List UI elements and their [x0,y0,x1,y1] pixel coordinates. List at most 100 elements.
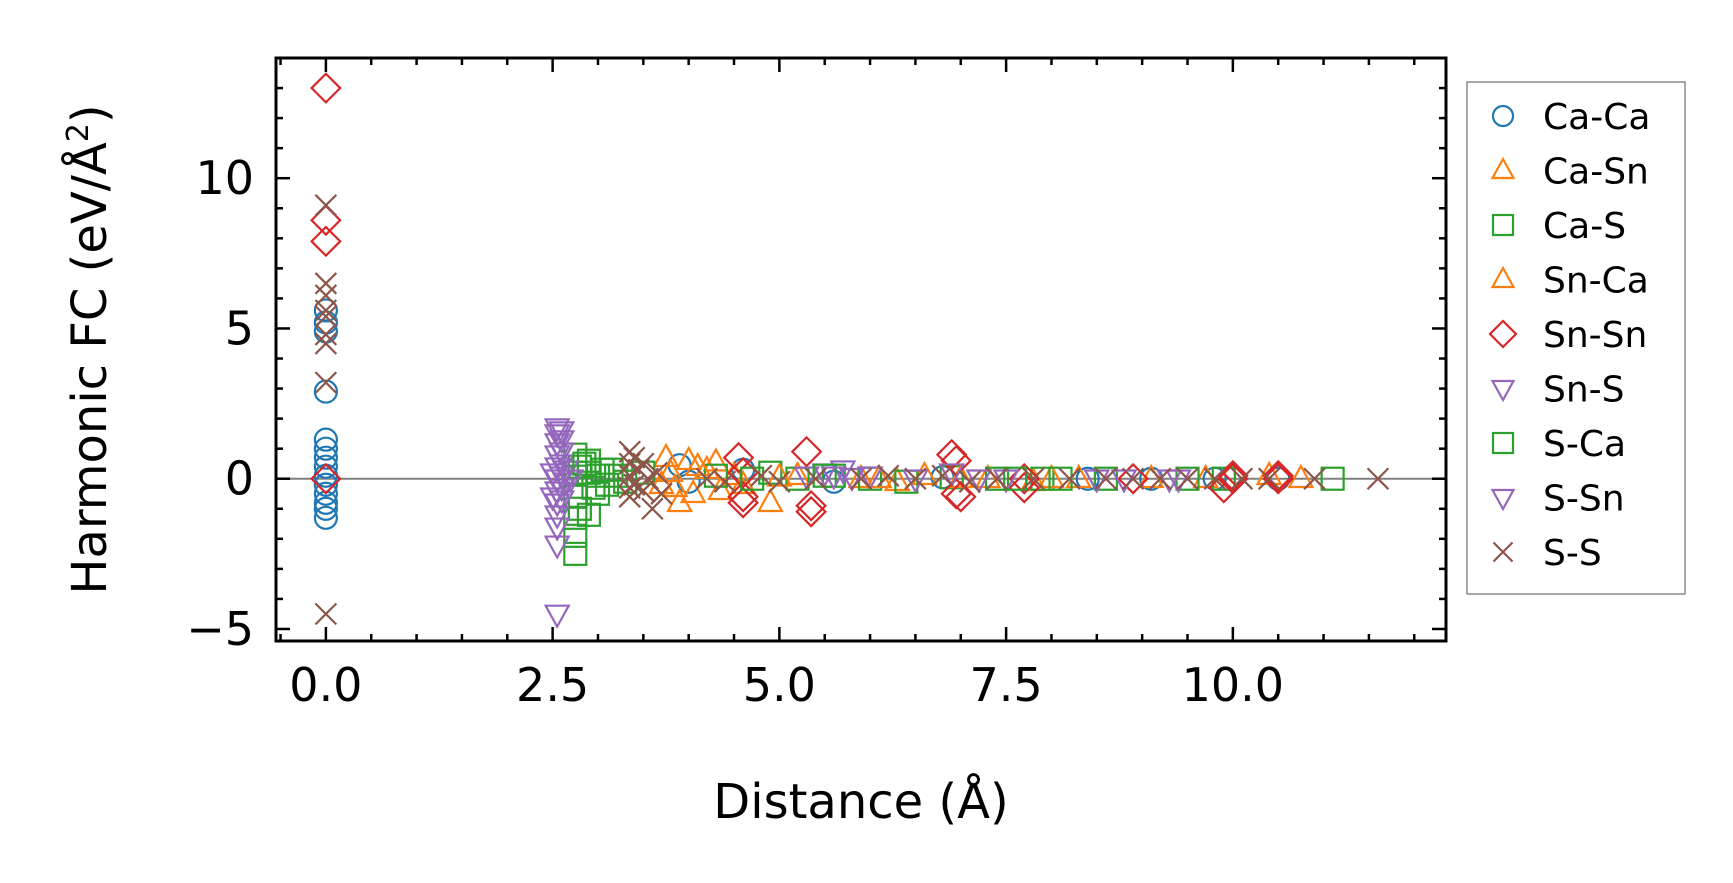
data-point [876,464,900,487]
series-sn-sn [310,72,1295,528]
data-point [713,470,737,493]
data-point [1257,467,1281,490]
legend-entry: S-Sn [1490,479,1625,520]
data-point [790,435,823,468]
data-point [1094,467,1118,490]
data-point [1262,462,1295,495]
data-point [314,602,338,626]
y-tick-labels: −5 0 5 10 [186,151,254,656]
y-axis-label-superscript: 2 [61,123,96,142]
data-point [804,467,827,490]
data-point [727,480,759,513]
legend-entry: Sn-S [1490,370,1625,411]
x-axis-label: Distance (Å) [713,773,1008,830]
legend-marker [1491,213,1515,237]
data-point [1121,467,1145,490]
data-point [314,299,338,322]
data-point [904,467,927,490]
data-point [539,487,567,512]
data-point [632,479,655,502]
data-point [1207,471,1240,504]
data-point [548,421,576,446]
legend-label: Ca-S [1543,206,1626,247]
data-point [1038,463,1065,489]
data-point [1211,466,1236,491]
data-point [750,464,773,487]
data-point [548,442,576,467]
data-point [944,480,977,513]
legend-entry: Sn-Sn [1488,315,1647,356]
data-point [314,371,338,394]
data-point [856,466,884,491]
legend-marker [1488,319,1518,349]
data-point [947,463,975,489]
legend-label: Sn-S [1543,370,1625,411]
data-point [552,472,580,497]
legend-marker [1490,265,1516,289]
data-point [539,463,567,488]
data-point [632,452,655,475]
data-point [313,379,338,404]
data-point [645,461,669,484]
data-point [618,485,641,508]
data-point [1058,467,1081,490]
data-point [911,460,938,486]
y-axis-label-main: Harmonic FC (eV/Å [61,142,118,595]
legend-entry: Ca-Sn [1490,152,1649,193]
data-point [314,272,338,295]
data-point [1203,467,1226,490]
legend-label: Ca-Ca [1543,97,1650,138]
data-point [543,418,571,443]
data-point [313,454,338,479]
data-point [543,517,571,542]
data-point [652,442,680,468]
data-point [543,535,571,560]
data-point [313,472,338,497]
legend-label: S-Sn [1543,479,1625,520]
data-point [985,467,1009,490]
data-point [938,463,966,488]
data-point [314,332,338,355]
data-point [1262,459,1295,492]
data-point [314,323,338,346]
legend-marker [1491,431,1515,455]
legend-label: S-Ca [1543,424,1626,465]
data-point [1230,467,1254,490]
data-point [707,475,734,501]
x-tick-label: 10.0 [1182,658,1284,712]
data-point [849,467,873,490]
y-tick-label: 10 [195,151,254,205]
legend-marker [1490,379,1516,403]
data-point [722,441,755,474]
data-point [784,460,811,486]
data-point [829,460,857,485]
data-points-layer [310,72,1390,629]
data-point [581,475,606,500]
x-tick-label: 2.5 [516,658,589,712]
data-point [557,469,585,494]
legend-entries: Ca-Ca Ca-Sn Ca-S Sn-Ca Sn-Sn Sn-S S-Ca S-Sn S-S [1488,97,1650,574]
plot-frame [274,56,1448,643]
legend-marker [1492,541,1514,563]
legend-entry: S-Ca [1491,424,1626,465]
data-point [1030,466,1055,491]
legend-entry: S-S [1492,533,1602,574]
data-point [641,497,664,521]
x-tick-labels: 0.0 2.5 5.0 7.5 10.0 [289,658,1284,712]
data-point [820,466,848,491]
data-point [727,486,759,519]
data-point [768,470,791,493]
data-point [1217,462,1249,495]
data-point [684,451,712,477]
legend-marker [1491,104,1515,128]
data-point [567,496,592,521]
data-point [543,505,571,530]
data-point [310,462,342,495]
legend-marker [1490,488,1516,512]
data-point [585,481,611,506]
y-tick-label: 5 [225,301,254,355]
data-point [1149,467,1172,490]
data-point [1303,467,1326,490]
data-point [310,72,342,104]
